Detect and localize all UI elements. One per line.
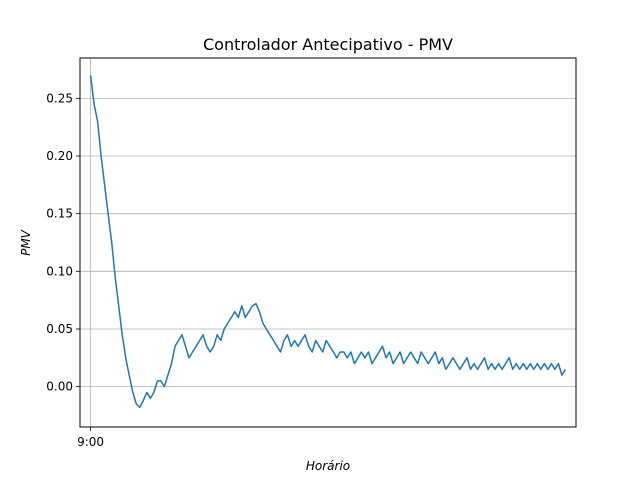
axis-ticks: 0.00 0.05 0.10 0.15 0.20 0.25 9:00 — [46, 91, 104, 449]
y-gridlines — [80, 97, 576, 388]
y-axis-label: PMV — [19, 229, 33, 256]
y-tick-label: 0.15 — [46, 207, 73, 221]
y-tick-label: 0.25 — [46, 91, 73, 105]
y-tick-label: 0.20 — [46, 149, 73, 163]
chart-title: Controlador Antecipativo - PMV — [203, 35, 453, 54]
y-tick-label: 0.10 — [46, 264, 73, 278]
series-group — [89, 75, 567, 409]
pmv-series-line — [89, 75, 567, 409]
y-tick-label: 0.05 — [46, 322, 73, 336]
y-tick-label: 0.00 — [46, 380, 73, 394]
x-axis-label: Horário — [306, 459, 350, 473]
plot-frame — [79, 57, 577, 428]
x-tick-label: 9:00 — [77, 435, 104, 449]
